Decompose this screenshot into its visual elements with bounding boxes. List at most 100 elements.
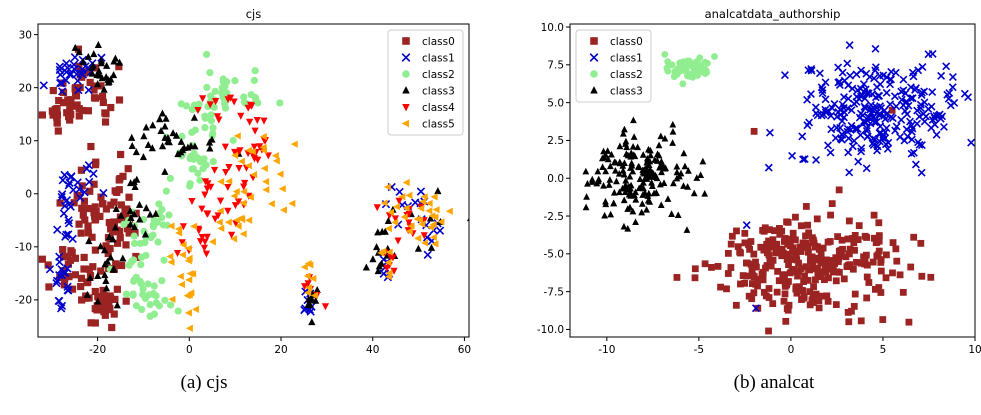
data-point [58,176,67,185]
data-point [648,178,655,186]
data-point [917,88,926,97]
data-point [629,207,637,215]
data-point [891,126,900,135]
x-tick-label: 60 [458,344,471,356]
data-point [233,216,241,224]
data-point [810,283,817,290]
data-point [57,271,67,280]
data-point [691,265,699,273]
data-point [77,282,85,291]
data-point [593,179,601,187]
data-point [811,103,820,112]
data-point [67,96,75,104]
y-tick-label: 2.5 [547,135,564,147]
data-point [109,71,118,79]
data-point [208,238,216,246]
data-point [697,61,705,68]
data-point [97,267,105,275]
data-point [786,242,794,250]
data-point [402,178,410,187]
data-point [237,112,245,120]
data-point [648,182,656,190]
data-point [919,109,928,118]
data-point [260,117,268,125]
data-point [178,239,186,247]
data-point [584,180,591,187]
data-point [56,199,64,207]
data-point [817,251,825,258]
data-point [64,219,74,228]
chart-1: analcatdata_authorship -10 -5 0 5 10 -10.0 -7.5… [537,7,981,356]
data-point [178,251,186,259]
data-point [774,267,782,275]
data-point [817,269,825,277]
data-point [863,234,870,241]
data-point [130,239,139,248]
series-class2 [106,50,284,320]
data-point [701,260,709,268]
data-point [117,150,125,159]
data-point [607,210,615,218]
data-point [232,187,240,196]
data-point [724,249,732,257]
y-tick-label: 30 [19,29,32,41]
data-point [54,127,62,135]
data-point [802,203,810,210]
data-point [629,142,637,150]
data-point [165,211,173,219]
data-point [86,273,94,281]
data-point [126,220,135,228]
data-point [224,183,232,192]
data-point [853,258,860,266]
legend-label: class2 [610,69,643,81]
data-point [239,230,247,238]
data-point [276,99,284,107]
data-point [209,124,217,132]
data-point [77,229,85,237]
data-point [69,60,79,69]
data-point [779,249,787,257]
data-point [224,207,232,215]
data-point [428,212,436,220]
data-point [250,155,259,163]
data-point [430,193,438,201]
data-point [217,177,225,186]
data-point [234,222,242,230]
data-point [152,209,160,217]
data-point [754,275,762,283]
caption-b: (b) analcat [733,372,815,393]
data-point [83,290,91,298]
data-point [717,283,724,291]
data-point [190,113,199,121]
data-point [622,181,629,189]
data-point [91,246,100,254]
data-point [711,53,718,60]
data-point [817,83,826,92]
data-point [225,163,233,171]
data-point [765,294,773,301]
data-point [57,190,67,199]
data-point [139,153,148,161]
data-point [198,205,206,213]
data-point [38,111,46,119]
y-tick-label: 10 [19,136,32,148]
data-point [262,178,270,186]
data-point [604,155,612,163]
data-point [857,144,866,153]
data-point [772,249,780,257]
data-point [638,200,646,207]
data-point [167,258,175,266]
data-point [111,223,120,231]
data-point [308,318,316,326]
series-class1 [742,41,975,313]
data-point [647,151,654,159]
data-point [212,98,220,106]
data-point [173,249,182,257]
data-point [611,158,618,166]
data-point [696,54,704,62]
data-point [764,163,773,172]
data-point [741,239,749,247]
data-point [111,187,119,195]
data-point [594,167,602,175]
data-point [198,234,206,242]
